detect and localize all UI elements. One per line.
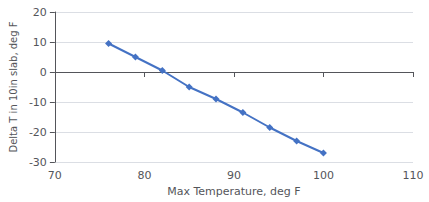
svg-text:Delta T in 10in slab, deg F: Delta T in 10in slab, deg F bbox=[8, 21, 19, 152]
svg-text:90: 90 bbox=[227, 169, 241, 182]
svg-text:Max Temperature, deg F: Max Temperature, deg F bbox=[167, 185, 300, 198]
svg-text:110: 110 bbox=[403, 169, 424, 182]
svg-text:100: 100 bbox=[313, 169, 334, 182]
svg-text:-20: -20 bbox=[29, 126, 47, 139]
svg-text:20: 20 bbox=[33, 6, 47, 19]
svg-text:10: 10 bbox=[33, 36, 47, 49]
svg-text:-30: -30 bbox=[29, 156, 47, 169]
svg-text:0: 0 bbox=[40, 66, 47, 79]
svg-text:-10: -10 bbox=[29, 96, 47, 109]
svg-text:80: 80 bbox=[137, 169, 151, 182]
svg-text:70: 70 bbox=[48, 169, 62, 182]
